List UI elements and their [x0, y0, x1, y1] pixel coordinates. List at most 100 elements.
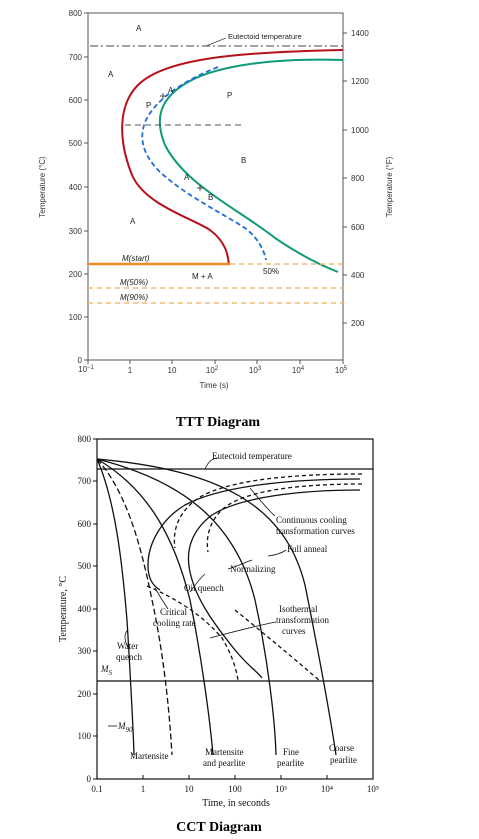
- ttt-path-markers: [160, 93, 203, 191]
- cct-cct-start-curve: [173, 473, 363, 549]
- ttt-label-a-lower: A: [184, 173, 190, 182]
- ttt-y-ticks-left: 0 100 200 300 400 500 600 700 800: [69, 9, 88, 365]
- ttt-ylabel-right: Temperature (°F): [385, 156, 394, 217]
- cct-lower-dashed: [234, 609, 321, 682]
- cct-xtick: 10⁵: [367, 784, 379, 794]
- ttt-caption: TTT Diagram: [176, 415, 260, 430]
- cct-y-ticks: 0 100 200 300 400 500 600 700 800: [78, 434, 97, 784]
- cct-coarse-label-2: pearlite: [330, 755, 357, 765]
- ttt-label-a1: A: [136, 24, 142, 33]
- ttt-finish-curve: [158, 58, 344, 273]
- cct-iso-label-2: transformation: [276, 615, 329, 625]
- ttt-xtick: 104: [292, 366, 305, 375]
- cct-full-anneal-label: Full anneal: [287, 544, 328, 554]
- ttt-ylabel-left: Temperature (°C): [38, 156, 47, 218]
- ttt-label-50pct: 50%: [263, 267, 279, 276]
- cct-coarse-label-1: Coarse: [329, 743, 354, 753]
- ttt-ytick: 200: [69, 270, 83, 279]
- cct-martensite-label: Martensite: [130, 751, 169, 761]
- cct-ttt-finish-curve: [187, 489, 361, 679]
- cct-ylabel: Temperature, °C: [58, 576, 69, 642]
- ttt-xtick: 103: [249, 366, 262, 375]
- ttt-50pct-curve: [141, 66, 267, 261]
- cct-oil-quench-label: Oil quench: [184, 583, 224, 593]
- ttt-plot-frame: [87, 12, 344, 361]
- cct-xtick: 0.1: [91, 784, 102, 794]
- cct-critical-label-2: cooling rate: [153, 618, 196, 628]
- cct-ytick: 300: [78, 646, 92, 656]
- cct-ytick: 500: [78, 561, 92, 571]
- ttt-diagram: 0 100 200 300 400 500 600 700 800 Temper…: [38, 9, 394, 430]
- ttt-ytick: 500: [69, 139, 83, 148]
- cct-leaders: [108, 457, 287, 727]
- cct-critical-curve: [96, 458, 173, 756]
- cct-ytick: 400: [78, 604, 92, 614]
- cct-ccc-label-1: Continuous cooling: [276, 515, 347, 525]
- ttt-label-p-path: P: [146, 101, 151, 110]
- cct-ytick: 0: [87, 774, 92, 784]
- cct-critical-label-1: Critical: [160, 607, 187, 617]
- cct-ytick: 600: [78, 519, 92, 529]
- ttt-ytick-right: 200: [351, 319, 365, 328]
- cct-xlabel: Time, in seconds: [202, 798, 270, 809]
- ttt-label-p: P: [227, 91, 232, 100]
- ttt-ytick: 300: [69, 227, 83, 236]
- cct-xtick: 1: [141, 784, 146, 794]
- ttt-ytick-right: 1000: [351, 126, 369, 135]
- ttt-ytick: 400: [69, 183, 83, 192]
- ttt-xtick: 10: [168, 366, 177, 375]
- ttt-eutectoid-label: Eutectoid temperature: [228, 32, 302, 41]
- cct-m90-label: M90: [117, 721, 133, 734]
- cct-cct-finish-curve: [206, 483, 363, 553]
- ttt-label-m-plus-a: M + A: [192, 272, 213, 281]
- ttt-ytick: 800: [69, 9, 83, 18]
- ttt-label-a3: A: [130, 217, 136, 226]
- ttt-start-curve: [121, 49, 344, 266]
- cct-water-quench-curve: [96, 458, 135, 756]
- ttt-ytick-right: 1200: [351, 77, 369, 86]
- cct-critical-dashed: [146, 585, 239, 681]
- cct-oil-quench-curve: [96, 458, 214, 756]
- ttt-ytick-right: 600: [351, 223, 365, 232]
- ttt-y-ticks-right: 200 400 600 800 1000 1200 1400: [343, 29, 369, 328]
- ttt-label-a2: A: [108, 70, 114, 79]
- ttt-xtick: 105: [335, 366, 348, 375]
- ttt-xtick: 10−1: [78, 365, 94, 374]
- cct-ms-label: MS: [100, 664, 113, 677]
- cct-xtick: 10⁴: [321, 784, 333, 794]
- ttt-label-m-start: M(start): [122, 254, 150, 263]
- cct-mp-label-1: Martensite: [205, 747, 244, 757]
- cct-mp-label-2: and pearlite: [203, 758, 245, 768]
- ttt-label-m50: M(50%): [120, 278, 148, 287]
- ttt-x-ticks: 10−1 1 10 102 103 104 105: [78, 360, 348, 375]
- cct-fine-label-2: pearlite: [277, 758, 304, 768]
- ttt-ytick: 600: [69, 96, 83, 105]
- cct-normalizing-label: Normalizing: [230, 564, 276, 574]
- ttt-ytick-right: 400: [351, 271, 365, 280]
- ttt-ytick: 100: [69, 313, 83, 322]
- ttt-eutectoid-leader: [205, 37, 227, 47]
- cct-ytick: 800: [78, 434, 92, 444]
- ttt-label-m90: M(90%): [120, 293, 148, 302]
- ttt-label-b: B: [241, 156, 246, 165]
- ttt-ytick: 0: [78, 356, 83, 365]
- ttt-region-labels: A A A A A P P B B M(start) M(50%) M(90%)…: [108, 24, 279, 302]
- ttt-label-a-curve: A: [168, 86, 174, 95]
- cct-x-ticks: 0.1 1 10 100 10³ 10⁴ 10⁵: [91, 775, 379, 794]
- ttt-ytick-right: 1400: [351, 29, 369, 38]
- cct-ytick: 100: [78, 731, 92, 741]
- cct-fine-label-1: Fine: [283, 747, 299, 757]
- cct-caption: CCT Diagram: [176, 820, 262, 835]
- cct-xtick: 10: [185, 784, 195, 794]
- cct-water-label-1: Water: [117, 641, 138, 651]
- ttt-xlabel: Time (s): [199, 381, 228, 390]
- cct-ccc-label-2: transformation curves: [276, 526, 355, 536]
- cct-xtick: 100: [228, 784, 242, 794]
- cct-xtick: 10³: [275, 784, 287, 794]
- cct-full-anneal-curve: [96, 458, 337, 756]
- ttt-ytick-right: 800: [351, 174, 365, 183]
- ttt-label-b-path: B: [208, 193, 213, 202]
- cct-ytick: 200: [78, 689, 92, 699]
- cct-eutectoid-label: Eutectoid temperature: [212, 451, 292, 461]
